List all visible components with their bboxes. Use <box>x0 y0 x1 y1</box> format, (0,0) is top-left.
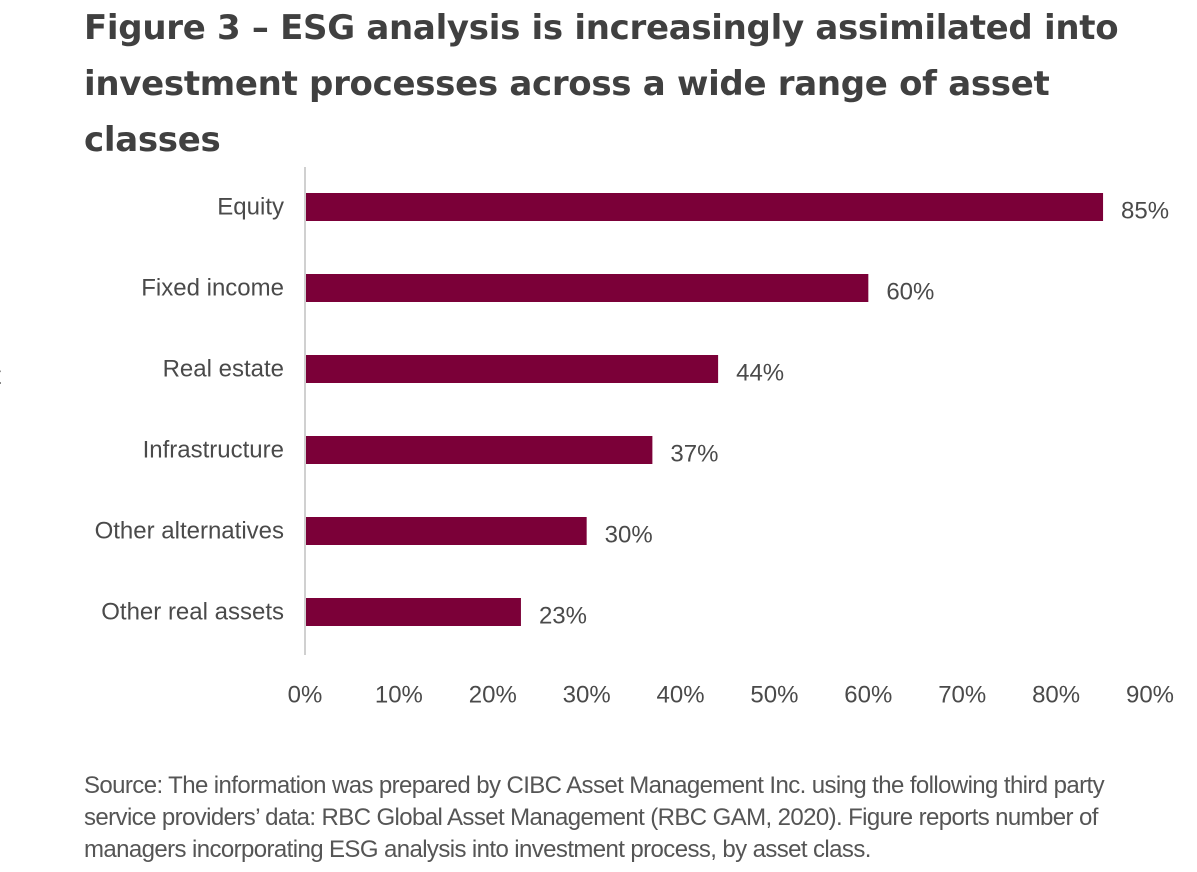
data-labels-layer: 85% 60% 44% 37% 30% 23% <box>539 198 1169 630</box>
data-label-other-real-assets: 23% <box>539 603 587 630</box>
x-tick-label-40pct: 40% <box>657 682 705 709</box>
cropped-edge-text: t <box>0 362 1 391</box>
bar-equity <box>306 193 1104 221</box>
x-tick-label-0pct: 0% <box>288 682 323 709</box>
data-label-real-estate: 44% <box>736 360 784 387</box>
x-tick-label-60pct: 60% <box>844 682 892 709</box>
category-labels-layer: Equity Fixed income Real estate Infrastruct… <box>95 194 284 626</box>
x-tick-label-80pct: 80% <box>1032 682 1080 709</box>
x-tick-label-30pct: 30% <box>563 682 611 709</box>
chart-title: Figure 3 – ESG analysis is increasingly … <box>84 8 1119 160</box>
category-label-other-real-assets: Other real assets <box>101 599 284 626</box>
x-tick-label-10pct: 10% <box>375 682 423 709</box>
bar-infrastructure <box>306 436 653 464</box>
bars-layer <box>306 193 1104 626</box>
bar-other-alternatives <box>306 517 587 545</box>
x-tick-label-90pct: 90% <box>1126 682 1174 709</box>
x-tick-labels-layer: 0% 10% 20% 30% 40% 50% 60% 70% 80% 90% <box>288 682 1174 709</box>
source-note: Source: The information was prepared by … <box>84 772 1105 863</box>
bar-other-real-assets <box>306 598 521 626</box>
bar-real-estate <box>306 355 719 383</box>
x-tick-label-70pct: 70% <box>938 682 986 709</box>
data-label-equity: 85% <box>1121 198 1169 225</box>
category-label-real-estate: Real estate <box>163 356 284 383</box>
data-label-fixed-income: 60% <box>886 279 934 306</box>
bar-chart: Equity Fixed income Real estate Infrastruct… <box>95 167 1174 709</box>
data-label-other-alternatives: 30% <box>605 522 653 549</box>
category-label-fixed-income: Fixed income <box>141 275 284 302</box>
x-tick-label-20pct: 20% <box>469 682 517 709</box>
bar-fixed-income <box>306 274 869 302</box>
category-label-equity: Equity <box>217 194 284 221</box>
category-label-infrastructure: Infrastructure <box>143 437 284 464</box>
x-tick-label-50pct: 50% <box>750 682 798 709</box>
category-label-other-alternatives: Other alternatives <box>95 518 284 545</box>
data-label-infrastructure: 37% <box>670 441 718 468</box>
